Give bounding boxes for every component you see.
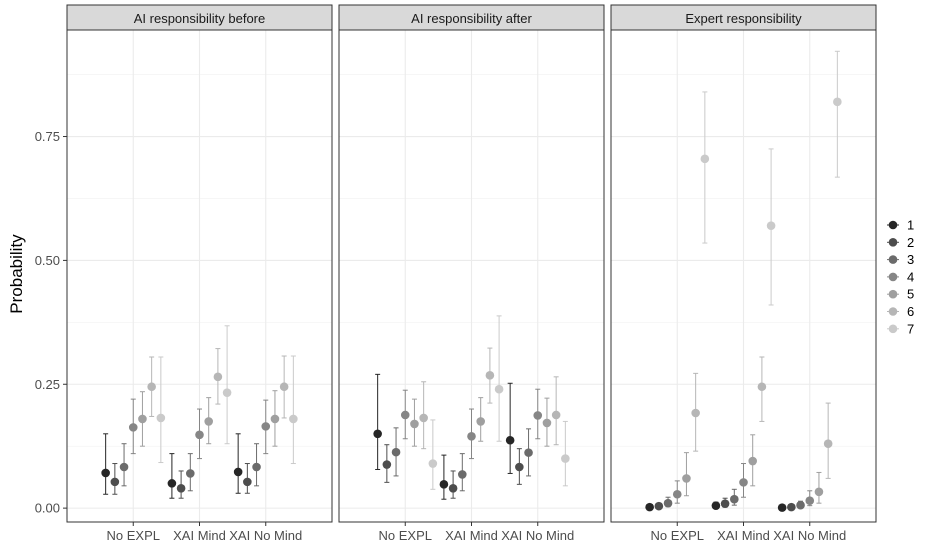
data-point	[682, 474, 691, 483]
legend-label: 7	[907, 321, 914, 336]
data-point	[186, 469, 195, 478]
data-point	[233, 467, 243, 477]
y-tick-label: 0.00	[35, 501, 60, 516]
x-tick-label: XAI No Mind	[501, 528, 574, 543]
data-point	[391, 447, 401, 457]
data-point	[147, 382, 156, 392]
data-point	[261, 422, 271, 431]
legend-key-point	[888, 220, 898, 230]
y-tick-label: 0.75	[35, 129, 60, 144]
x-tick-label: No EXPL	[379, 528, 432, 543]
data-point	[204, 417, 213, 426]
data-point	[138, 414, 147, 424]
data-point	[156, 413, 166, 423]
data-point	[561, 454, 570, 463]
data-point	[213, 372, 223, 382]
data-point	[167, 479, 177, 488]
facet-title: AI responsibility before	[134, 11, 266, 26]
x-tick-label: XAI Mind	[173, 528, 226, 543]
data-point	[533, 411, 543, 420]
data-point	[222, 388, 232, 397]
y-axis-title: Probability	[7, 234, 26, 314]
data-point	[551, 410, 561, 420]
legend-key-point	[888, 324, 898, 334]
facet-strip	[610, 4, 877, 31]
data-point	[252, 462, 261, 472]
data-point	[505, 435, 515, 445]
data-point	[419, 413, 428, 423]
data-point	[476, 417, 486, 426]
data-point	[195, 430, 204, 440]
facet-strip	[338, 4, 605, 31]
data-point	[400, 410, 410, 420]
legend-label: 2	[907, 235, 914, 250]
data-point	[289, 414, 298, 424]
data-point	[823, 439, 833, 449]
legend-key-point	[888, 272, 898, 282]
data-point	[833, 97, 842, 107]
data-point	[494, 384, 504, 394]
legend-label: 1	[907, 218, 914, 233]
x-tick-label: XAI No Mind	[773, 528, 846, 543]
data-point	[739, 478, 748, 487]
facet-title: Expert responsibility	[685, 11, 802, 26]
data-point	[515, 462, 524, 472]
data-point	[373, 429, 382, 439]
data-point	[757, 382, 767, 392]
data-point	[796, 500, 805, 510]
facet-strip	[66, 4, 333, 31]
data-point	[110, 477, 120, 487]
legend-label: 5	[907, 287, 914, 302]
data-point	[730, 494, 739, 504]
data-point	[748, 456, 757, 466]
data-point	[458, 470, 467, 479]
data-point	[777, 503, 787, 512]
data-point	[645, 502, 654, 512]
x-tick-label: No EXPL	[651, 528, 704, 543]
legend-label: 3	[907, 252, 914, 267]
data-point	[279, 382, 289, 392]
x-tick-label: XAI Mind	[717, 528, 770, 543]
data-point	[176, 484, 186, 493]
x-tick-label: XAI No Mind	[229, 528, 302, 543]
legend-key-point	[888, 307, 898, 316]
data-point	[101, 468, 110, 478]
data-point	[410, 419, 419, 429]
legend-key-point	[888, 255, 898, 264]
x-tick-label: No EXPL	[107, 528, 160, 543]
data-point	[128, 423, 138, 432]
data-point	[439, 480, 449, 489]
data-point	[485, 371, 495, 380]
data-point	[766, 221, 776, 231]
data-point	[672, 489, 682, 499]
x-tick-label: XAI Mind	[445, 528, 498, 543]
data-point	[787, 502, 796, 512]
y-tick-label: 0.50	[35, 253, 60, 268]
facet-title: AI responsibility after	[411, 11, 532, 26]
legend-label: 6	[907, 304, 914, 319]
data-point	[243, 477, 252, 487]
data-point	[542, 418, 552, 428]
data-point	[663, 498, 673, 508]
data-point	[119, 462, 129, 472]
legend-key-point	[888, 289, 898, 299]
data-point	[720, 499, 730, 508]
data-point	[524, 448, 533, 457]
data-point	[270, 414, 280, 424]
data-point	[700, 154, 710, 164]
data-point	[448, 484, 458, 493]
data-point	[814, 487, 824, 497]
data-point	[805, 496, 815, 505]
legend-key-point	[888, 238, 898, 247]
data-point	[711, 501, 721, 510]
data-point	[382, 460, 392, 469]
data-point	[654, 501, 664, 511]
legend-label: 4	[907, 269, 914, 284]
y-tick-label: 0.25	[35, 377, 60, 392]
data-point	[428, 459, 438, 468]
data-point	[467, 431, 476, 441]
data-point	[691, 408, 700, 418]
